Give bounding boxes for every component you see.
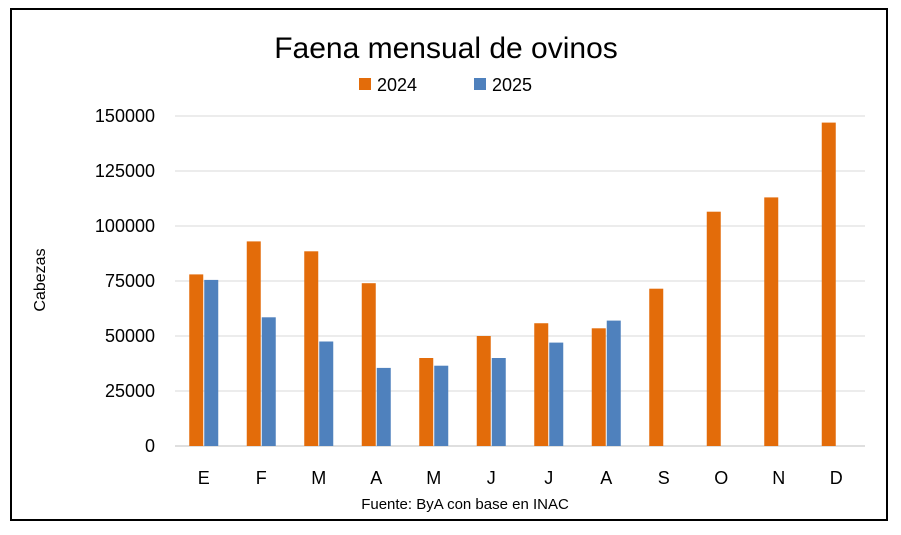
x-tick-label: M (311, 468, 326, 488)
bar-2024-12 (821, 122, 836, 446)
bar-2025-3 (319, 341, 334, 446)
bar-2024-5 (419, 358, 434, 446)
x-tick-label: E (198, 468, 210, 488)
legend-swatch-2024 (359, 78, 371, 90)
y-tick-label: 25000 (105, 381, 155, 401)
x-tick-label: J (544, 468, 553, 488)
y-tick-labels: 0 25000 50000 75000 100000 125000 150000 (95, 106, 155, 456)
y-axis-label: Cabezas (32, 248, 49, 311)
bar-2024-2 (246, 241, 261, 446)
y-tick-label: 100000 (95, 216, 155, 236)
x-tick-label: M (426, 468, 441, 488)
bar-2024-9 (649, 288, 664, 446)
y-tick-label: 150000 (95, 106, 155, 126)
bar-2024-10 (706, 211, 721, 446)
x-tick-label: S (658, 468, 670, 488)
legend-swatch-2025 (474, 78, 486, 90)
source-note: Fuente: ByA con base en INAC (361, 496, 569, 513)
bar-2024-11 (764, 197, 779, 446)
chart-title: Faena mensual de ovinos (274, 32, 618, 65)
bar-2024-3 (304, 251, 319, 446)
legend: 2024 2025 (359, 75, 532, 95)
bar-2024-7 (534, 323, 549, 446)
y-tick-label: 0 (145, 436, 155, 456)
gridlines (175, 115, 865, 447)
y-tick-label: 50000 (105, 326, 155, 346)
x-tick-label: D (830, 468, 843, 488)
x-tick-label: A (600, 468, 612, 488)
bar-2025-1 (204, 279, 219, 446)
bar-2025-8 (606, 320, 621, 446)
bar-2025-4 (376, 367, 391, 446)
bar-2024-4 (361, 283, 376, 446)
bar-2024-1 (189, 274, 204, 446)
legend-label-2024: 2024 (377, 75, 417, 95)
x-tick-label: O (714, 468, 728, 488)
bar-2025-2 (261, 317, 276, 446)
x-tick-label: J (487, 468, 496, 488)
bar-2025-5 (434, 365, 449, 446)
chart-frame (10, 8, 888, 521)
y-tick-label: 125000 (95, 161, 155, 181)
x-tick-label: N (772, 468, 785, 488)
bars (189, 122, 836, 446)
bar-2025-7 (549, 342, 564, 446)
x-tick-label: F (256, 468, 267, 488)
bar-2025-6 (491, 358, 506, 446)
legend-label-2025: 2025 (492, 75, 532, 95)
y-tick-label: 75000 (105, 271, 155, 291)
x-tick-label: A (370, 468, 382, 488)
bar-2024-8 (591, 328, 606, 446)
bar-2024-6 (476, 336, 491, 446)
